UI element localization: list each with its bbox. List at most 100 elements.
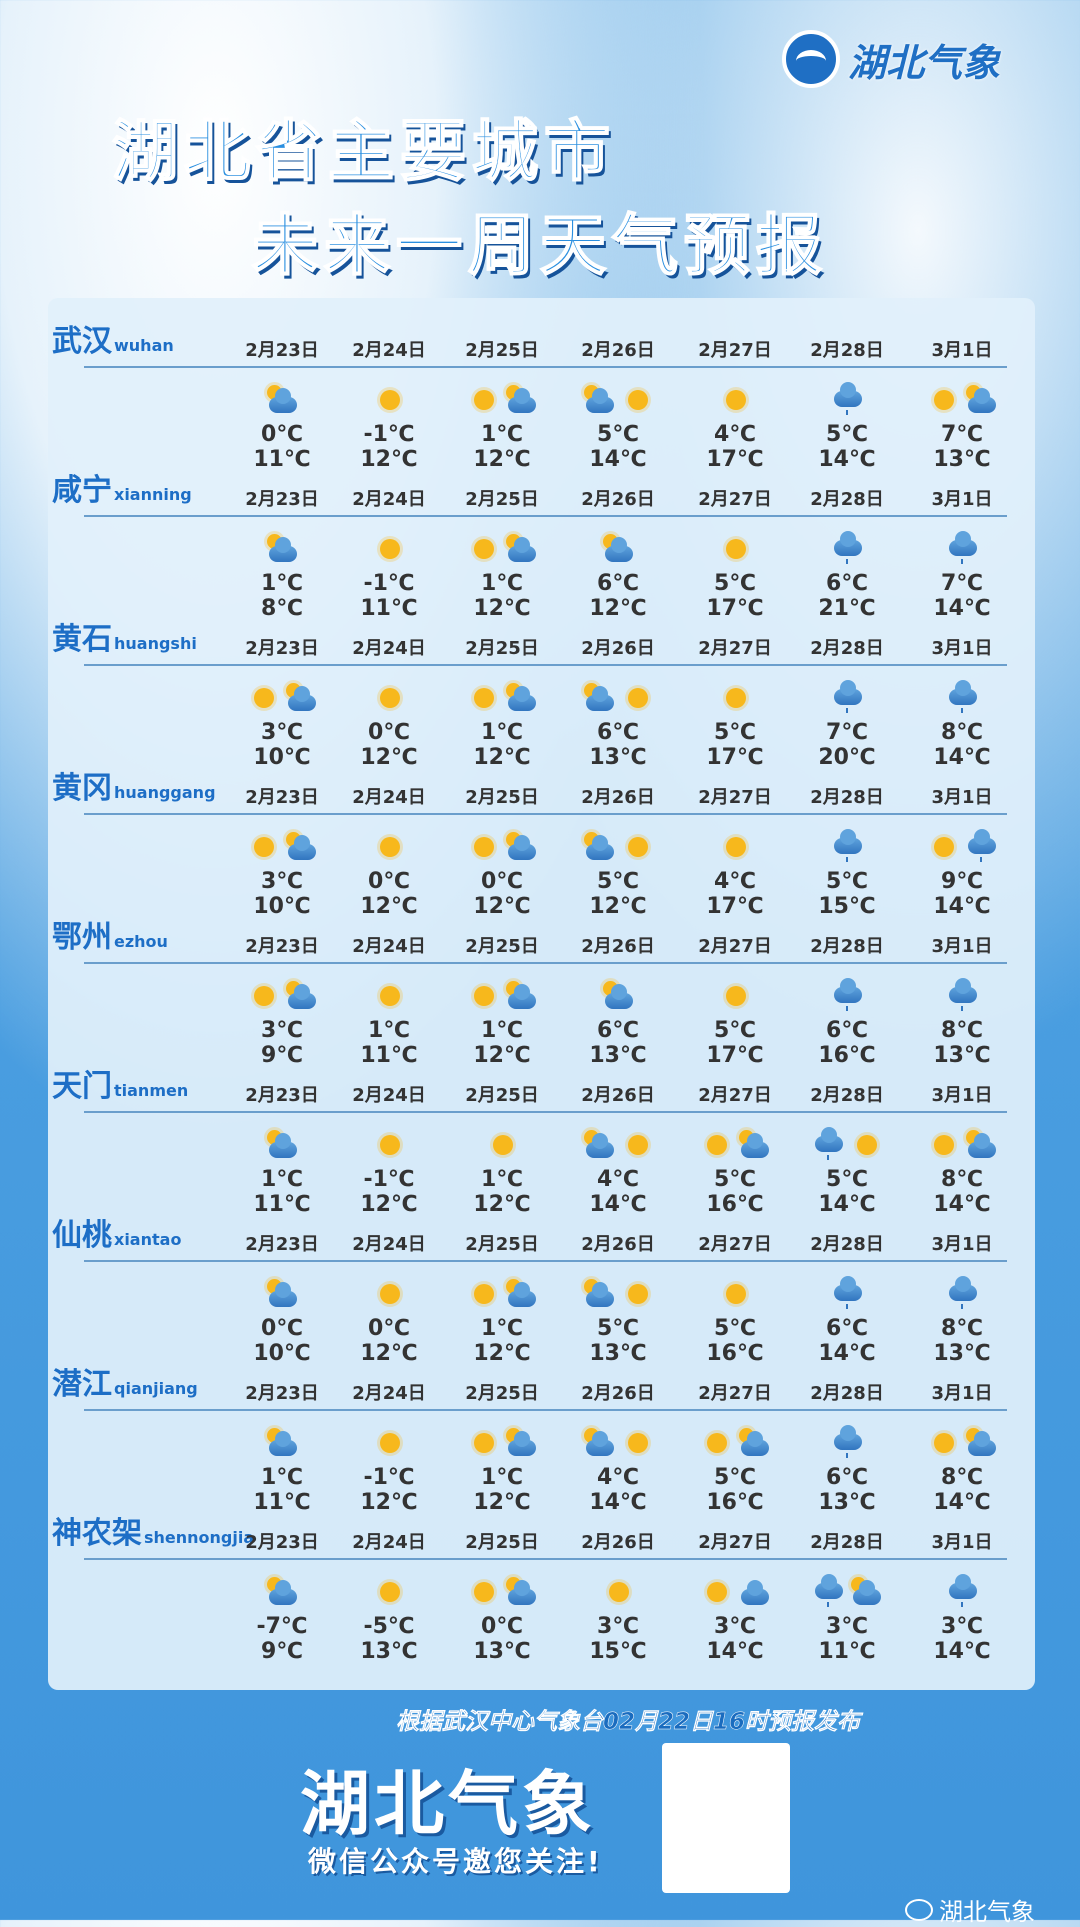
date-label: 2月23日	[245, 340, 319, 361]
weather-icons	[563, 1570, 673, 1614]
sun-shape	[726, 688, 746, 708]
day-forecast: 2月25日 1℃ 12℃	[447, 1230, 557, 1366]
cloud-shape	[949, 1574, 977, 1599]
date-label: 2月26日	[581, 1085, 655, 1106]
rain-icon	[832, 680, 862, 713]
day-forecast: 2月23日 1℃ 11℃	[227, 1081, 337, 1217]
sun-icon	[720, 385, 750, 415]
sun-icon	[374, 981, 404, 1011]
cloud-shape	[586, 1133, 614, 1158]
sun-icon	[701, 1428, 731, 1458]
date-label: 2月25日	[465, 1085, 539, 1106]
qr-code[interactable]	[662, 1743, 790, 1893]
date-label: 2月25日	[465, 638, 539, 659]
cloud-shape	[834, 978, 862, 1003]
day-forecast: 2月25日 1℃ 12℃	[447, 1081, 557, 1217]
city-name: 黄冈 huanggang	[52, 763, 216, 807]
low-temp: 4℃	[597, 1167, 639, 1192]
partly-cloudy-icon	[603, 981, 633, 1011]
date-label: 2月27日	[698, 936, 772, 957]
rain-icon	[947, 1276, 977, 1309]
sun-shape	[934, 1433, 954, 1453]
city-name-zh: 仙桃	[52, 1218, 112, 1253]
brand-title: 湖北气象	[300, 1763, 596, 1845]
weather-icons	[334, 527, 444, 571]
sun-shape	[380, 1582, 400, 1602]
day-forecast: 3月1日 8℃ 14℃	[907, 1379, 1017, 1515]
raindrop	[961, 1602, 963, 1607]
weather-icons	[227, 527, 337, 571]
date-label: 2月28日	[810, 936, 884, 957]
weather-icons	[563, 527, 673, 571]
cloud-shape	[815, 1574, 843, 1599]
date-label: 2月27日	[698, 787, 772, 808]
low-temp: 0℃	[261, 1316, 303, 1341]
sun-shape	[380, 1284, 400, 1304]
day-forecast: 2月24日 -1℃ 11℃	[334, 485, 444, 621]
cloud-shape	[288, 984, 316, 1009]
low-temp: 4℃	[597, 1465, 639, 1490]
wechat-icon	[905, 1898, 933, 1921]
city-row: 黄冈 huanggang 2月23日 3℃ 10℃ 2月24日 0℃ 12℃ 2月25日 0℃ 12…	[48, 757, 1035, 919]
date-label: 2月24日	[352, 936, 426, 957]
day-forecast: 2月26日 4℃ 14℃	[563, 1379, 673, 1515]
row-divider	[84, 1409, 1007, 1411]
city-name-zh: 神农架	[52, 1516, 142, 1551]
high-temp: 11℃	[253, 1192, 311, 1217]
high-temp: 12℃	[473, 1043, 531, 1068]
date-label: 2月23日	[245, 1383, 319, 1404]
low-temp: 6℃	[826, 1465, 868, 1490]
weather-icons	[447, 527, 557, 571]
rain-icon	[832, 382, 862, 415]
logo-text: 湖北气象	[848, 40, 1001, 85]
city-name-pinyin: huangshi	[114, 634, 197, 653]
date-label: 3月1日	[931, 1085, 993, 1106]
high-temp: 13℃	[473, 1639, 531, 1664]
sun-icon	[720, 832, 750, 862]
high-temp: 16℃	[706, 1341, 764, 1366]
day-forecast: 2月25日 1℃ 12℃	[447, 932, 557, 1068]
sun-shape	[707, 1582, 727, 1602]
date-label: 2月23日	[245, 489, 319, 510]
weather-icons	[680, 676, 790, 720]
high-temp: 14℃	[589, 1192, 647, 1217]
date-label: 2月28日	[810, 1085, 884, 1106]
cloud-shape	[508, 1431, 536, 1456]
partly-cloudy-icon	[584, 1130, 614, 1160]
day-forecast: 2月23日 3℃ 10℃	[227, 634, 337, 770]
date-label: 2月26日	[581, 340, 655, 361]
high-temp: 12℃	[473, 1192, 531, 1217]
day-forecast: 2月26日 6℃ 12℃	[563, 485, 673, 621]
sun-icon	[374, 1577, 404, 1607]
sun-icon	[622, 683, 652, 713]
row-divider	[84, 962, 1007, 964]
city-name: 神农架 shennongjia	[52, 1508, 254, 1552]
rain-icon	[813, 1127, 843, 1160]
date-label: 2月27日	[698, 1234, 772, 1255]
high-temp: 14℃	[933, 1192, 991, 1217]
sun-shape	[707, 1433, 727, 1453]
partly-cloudy-icon	[506, 385, 536, 415]
low-temp: -1℃	[363, 571, 415, 596]
cloud-shape	[741, 1580, 769, 1605]
low-temp: 1℃	[481, 422, 523, 447]
high-temp: 12℃	[473, 1490, 531, 1515]
day-forecast: 2月26日 4℃ 14℃	[563, 1081, 673, 1217]
low-temp: 5℃	[714, 1465, 756, 1490]
weather-icons	[227, 825, 337, 869]
city-name-zh: 黄石	[52, 622, 112, 657]
high-temp: 13℃	[933, 447, 991, 472]
raindrop	[827, 1602, 829, 1607]
weather-icons	[334, 1570, 444, 1614]
date-label: 2月28日	[810, 340, 884, 361]
day-forecast: 3月1日 7℃ 14℃	[907, 485, 1017, 621]
high-temp: 13℃	[360, 1639, 418, 1664]
day-forecast: 2月27日 5℃ 16℃	[680, 1230, 790, 1366]
date-label: 2月25日	[465, 1234, 539, 1255]
day-forecast: 3月1日 8℃ 13℃	[907, 1230, 1017, 1366]
cloud-shape	[269, 388, 297, 413]
weather-icons	[680, 1570, 790, 1614]
date-label: 3月1日	[931, 340, 993, 361]
low-temp: 9℃	[941, 869, 983, 894]
cloud-shape	[741, 1133, 769, 1158]
